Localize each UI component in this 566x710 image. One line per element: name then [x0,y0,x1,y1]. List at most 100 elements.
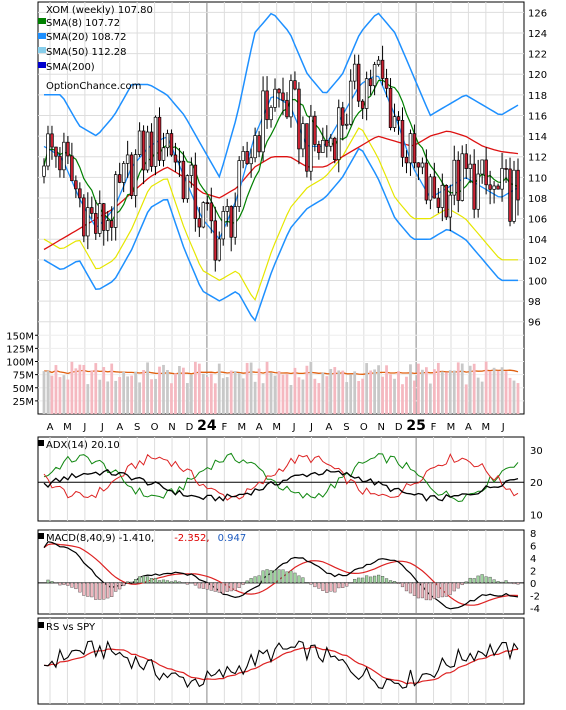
macd-swatch [38,533,44,539]
volume-bar [170,383,173,414]
macd-hist-bar [309,583,312,584]
price-tick-label: 108 [528,194,547,205]
volume-bar [230,371,233,414]
adx-tick-label: 20 [530,478,543,489]
macd-hist-bar [333,583,336,592]
volume-bar [485,362,488,414]
price-tick-label: 118 [528,91,547,102]
x-tick-label: A [47,422,54,433]
candle [106,221,109,231]
x-tick-label: F [431,422,437,433]
macd-hist-bar [226,583,229,592]
volume-bar [274,376,277,414]
volume-bar [114,381,117,414]
volume-bar [222,378,225,414]
macd-hist-bar [449,583,452,595]
macd-hist-bar [118,583,121,589]
candle [198,219,201,228]
x-tick-label: D [395,422,403,433]
macd-hist-bar [505,581,508,583]
macd-hist-bar [481,574,484,582]
volume-tick-label: 50M [13,384,34,395]
macd-hist-bar [274,570,277,583]
candle [270,107,273,119]
macd-hist-bar [130,582,133,583]
macd-hist-bar [186,583,189,584]
macd-hist-bar [497,581,500,583]
volume-bar [146,362,149,414]
macd-hist-bar [94,583,97,600]
volume-bar [190,375,193,414]
volume-tick-label: 75M [13,371,34,382]
x-tick-label: A [465,422,472,433]
candle [505,168,508,169]
macd-tick-label: 0 [530,579,536,590]
candle [130,155,133,196]
macd-hist-bar [238,583,241,588]
volume-bar [465,384,468,414]
candle [230,206,233,237]
macd-hist-bar [74,583,77,589]
macd-hist-bar [282,570,285,583]
macd-hist-bar [325,583,328,593]
candle [457,160,460,200]
macd-value-hist: 0.947 [218,533,247,544]
price-tick-label: 106 [528,215,547,226]
candle [166,134,169,148]
volume-bar [493,368,496,414]
macd-hist-bar [377,575,380,583]
volume-bar [369,371,372,414]
volume-bar [130,376,133,414]
macd-hist-bar [198,583,201,588]
price-tick-label: 114 [528,132,547,143]
candle [294,81,297,89]
candle [222,211,225,239]
price-tick-label: 96 [528,318,541,329]
volume-bar [266,362,269,414]
candle [158,117,161,160]
macd-hist-bar [373,576,376,583]
macd-hist-bar [357,578,360,583]
candle [278,89,281,93]
volume-bar [234,371,237,414]
candle [214,221,217,260]
candle [437,198,440,207]
volume-bar [457,362,460,414]
x-tick-label: N [168,422,175,433]
macd-hist-bar [409,583,412,593]
candle [242,151,245,160]
macd-hist-bar [437,583,440,598]
candle [485,160,488,185]
macd-hist-bar [294,573,297,583]
candle [461,154,464,201]
x-tick-label: S [134,422,140,433]
volume-bar [242,378,245,414]
candle [517,170,520,200]
candle [178,161,181,162]
volume-bar [270,373,273,414]
macd-tick-label: 2 [530,566,536,577]
volume-bar [218,364,221,414]
candle [98,204,101,234]
volume-bar [238,373,241,414]
candle [266,91,269,120]
macd-hist-bar [242,583,245,585]
candle [397,117,400,121]
volume-bar [82,365,85,414]
macd-hist-bar [425,583,428,600]
candle [126,155,129,164]
volume-bar [373,369,376,414]
candle [190,165,193,176]
candle [47,134,50,166]
macd-hist-bar [337,583,340,588]
x-tick-label: M [63,422,72,433]
volume-bar [59,377,62,414]
macd-hist-bar [369,577,372,583]
macd-hist-bar [517,583,520,584]
macd-hist-bar [298,576,301,583]
candle [337,108,340,160]
candle [154,117,157,166]
candle [194,165,197,218]
volume-bar [385,365,388,414]
macd-hist-bar [174,581,177,583]
